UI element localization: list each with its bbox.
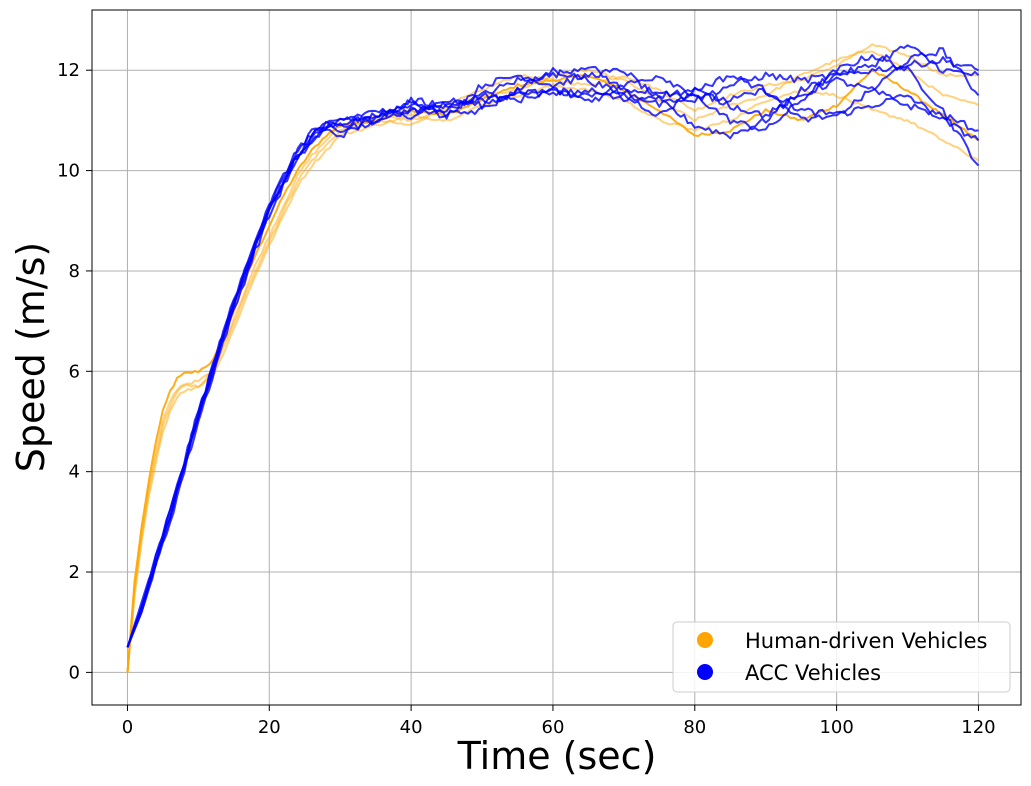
human-speed-line — [126, 69, 980, 673]
tick-labels: 0 20 40 60 80 100 120 0 2 4 6 8 10 12 — [57, 60, 996, 738]
acc-speed-line — [126, 56, 979, 648]
plot-frame — [91, 9, 1022, 706]
grid-lines — [92, 10, 1021, 705]
y-tick-label: 8 — [69, 261, 80, 282]
human-speed-line — [126, 82, 980, 673]
y-tick-label: 10 — [57, 161, 80, 182]
x-tick-label: 40 — [400, 717, 423, 738]
x-axis-label: Time (sec) — [457, 734, 657, 778]
x-tick-label: 80 — [683, 717, 706, 738]
y-tick-label: 6 — [69, 361, 80, 382]
legend: Human-driven Vehicles ACC Vehicles — [672, 621, 1011, 693]
y-tick-label: 0 — [69, 662, 80, 683]
x-tick-label: 120 — [961, 717, 995, 738]
series-lines — [126, 43, 980, 673]
x-tick-label: 100 — [819, 717, 853, 738]
x-tick-label: 60 — [542, 717, 565, 738]
legend-label-human: Human-driven Vehicles — [745, 629, 987, 653]
legend-marker-acc — [697, 664, 713, 680]
x-tick-label: 20 — [258, 717, 281, 738]
y-tick-label: 12 — [57, 60, 80, 81]
legend-label-acc: ACC Vehicles — [745, 661, 881, 685]
y-axis-label: Speed (m/s) — [9, 242, 53, 472]
acc-speed-line — [126, 76, 979, 648]
legend-box — [672, 621, 1011, 693]
x-tick-label: 0 — [122, 717, 133, 738]
y-tick-label: 2 — [69, 562, 80, 583]
y-tick-label: 4 — [69, 462, 80, 483]
legend-marker-human — [697, 632, 713, 648]
human-speed-line — [126, 43, 979, 673]
